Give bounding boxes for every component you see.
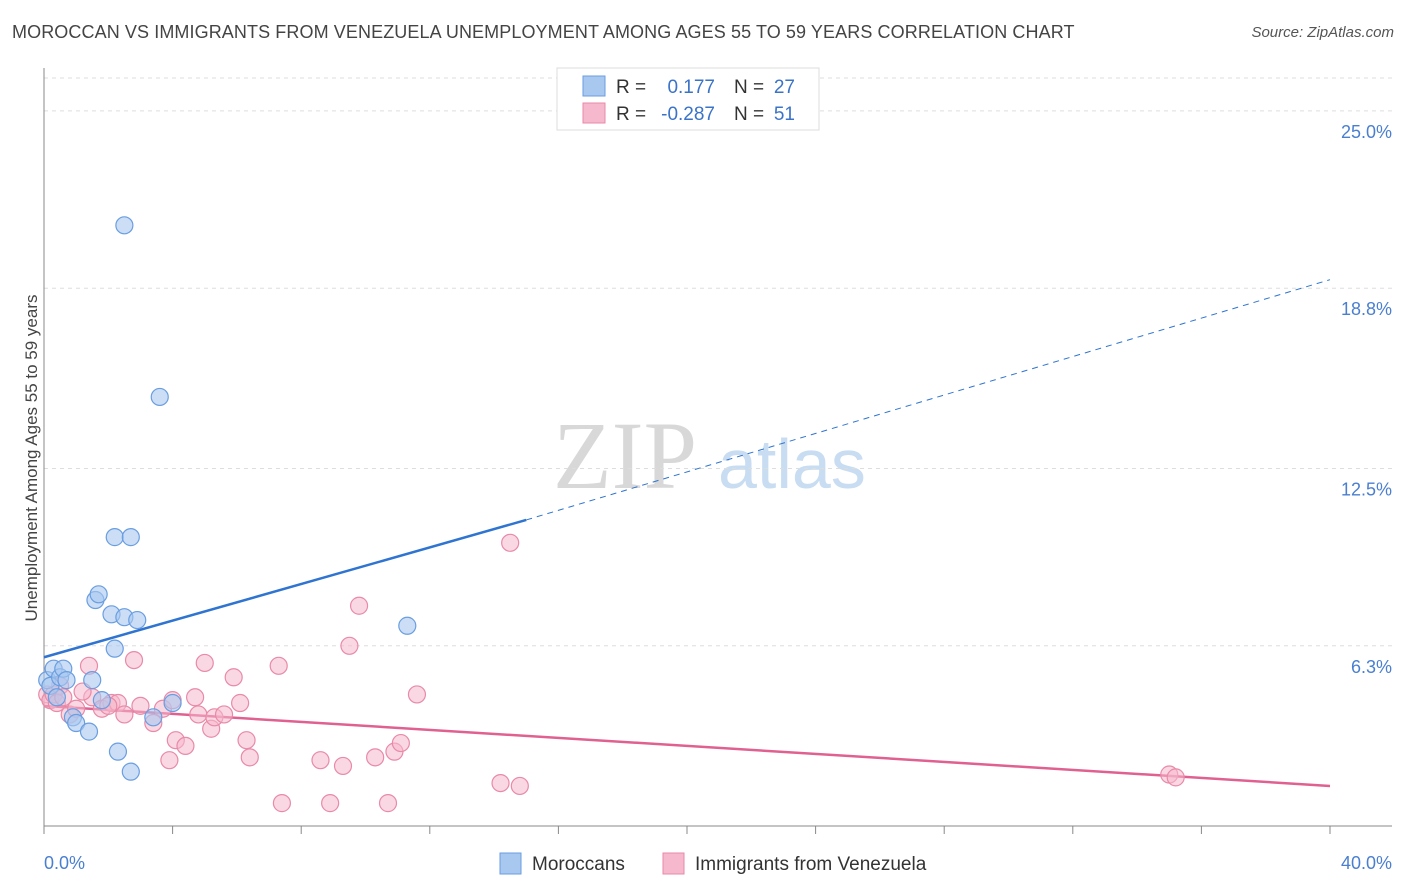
data-point-moroccans bbox=[79, 722, 99, 741]
grid-lines bbox=[44, 77, 1392, 647]
data-point-venezuela bbox=[237, 731, 256, 750]
legend-swatch-venezuela bbox=[582, 102, 606, 124]
legend-r-label-2: R = bbox=[616, 104, 646, 125]
data-point-venezuela bbox=[224, 668, 243, 687]
data-point-moroccans bbox=[150, 387, 169, 407]
data-point-venezuela bbox=[311, 751, 330, 770]
data-point-venezuela bbox=[160, 751, 179, 770]
legend-n-label-2: N = bbox=[734, 104, 764, 125]
data-point-venezuela bbox=[378, 794, 398, 813]
data-point-venezuela bbox=[501, 533, 520, 552]
data-point-venezuela bbox=[1166, 768, 1185, 787]
data-point-venezuela bbox=[189, 705, 208, 724]
chart-title: MOROCCAN VS IMMIGRANTS FROM VENEZUELA UN… bbox=[12, 22, 1075, 42]
legend-swatch-moroccans bbox=[582, 75, 606, 97]
watermark-atlas: atlas bbox=[718, 425, 866, 503]
source-label: Source: ZipAtlas.com bbox=[1251, 24, 1394, 41]
data-point-venezuela bbox=[333, 756, 353, 776]
data-point-venezuela bbox=[491, 773, 510, 793]
data-point-venezuela bbox=[269, 656, 288, 675]
y-tick-label: 6.3% bbox=[1351, 657, 1392, 677]
data-point-venezuela bbox=[366, 748, 385, 767]
legend-r-label-1: R = bbox=[616, 77, 646, 98]
data-point-venezuela bbox=[340, 636, 359, 655]
trend-line-venezuela bbox=[43, 704, 1331, 788]
legend-n-label-1: N = bbox=[734, 77, 764, 98]
series-moroccans-points bbox=[38, 216, 417, 781]
legend-n-value-2: 51 bbox=[774, 104, 795, 125]
correlation-legend: R = 0.177 N = 27 R = -0.287 N = 51 bbox=[556, 67, 820, 131]
y-tick-label: 12.5% bbox=[1341, 479, 1392, 499]
data-point-venezuela bbox=[349, 596, 369, 615]
trend-lines bbox=[43, 279, 1331, 788]
bottom-legend-swatch-venezuela bbox=[662, 852, 685, 875]
data-point-venezuela bbox=[195, 653, 214, 673]
data-point-venezuela bbox=[115, 705, 134, 724]
bottom-legend-label-venezuela: Immigrants from Venezuela bbox=[695, 854, 927, 875]
x-tick-label-max: 40.0% bbox=[1341, 853, 1392, 873]
x-tick-label-min: 0.0% bbox=[44, 853, 85, 873]
data-point-venezuela bbox=[391, 733, 410, 753]
data-point-moroccans bbox=[121, 762, 140, 781]
data-point-venezuela bbox=[231, 693, 250, 713]
y-tick-label: 18.8% bbox=[1341, 299, 1392, 319]
data-point-venezuela bbox=[131, 696, 150, 715]
data-point-moroccans bbox=[115, 216, 134, 235]
data-point-moroccans bbox=[89, 585, 108, 604]
data-point-venezuela bbox=[407, 685, 427, 704]
data-point-moroccans bbox=[105, 639, 124, 658]
data-point-venezuela bbox=[510, 776, 529, 796]
series-venezuela-points bbox=[38, 533, 1185, 813]
data-point-moroccans bbox=[67, 713, 86, 733]
data-point-venezuela bbox=[186, 688, 205, 707]
series-legend: Moroccans Immigrants from Venezuela bbox=[499, 852, 927, 875]
data-point-venezuela bbox=[214, 705, 234, 724]
trend-line-moroccans-projection bbox=[526, 279, 1331, 521]
trend-line-moroccans bbox=[43, 518, 527, 659]
data-point-venezuela bbox=[240, 748, 259, 767]
data-point-moroccans bbox=[144, 708, 163, 727]
legend-r-value-1: 0.177 bbox=[667, 77, 715, 98]
data-point-moroccans bbox=[47, 688, 66, 707]
data-point-moroccans bbox=[398, 616, 417, 635]
y-tick-labels: 6.3% 12.5% 18.8% 25.0% bbox=[1341, 122, 1392, 677]
data-point-moroccans bbox=[105, 528, 124, 547]
data-point-venezuela bbox=[124, 650, 144, 670]
bottom-legend-swatch-moroccans bbox=[499, 852, 522, 875]
x-axis-ticks bbox=[43, 826, 1331, 834]
data-point-venezuela bbox=[272, 794, 292, 813]
y-tick-label: 25.0% bbox=[1341, 122, 1392, 142]
data-point-moroccans bbox=[128, 610, 147, 630]
data-point-moroccans bbox=[83, 671, 102, 690]
bottom-legend-label-moroccans: Moroccans bbox=[532, 854, 625, 875]
watermark-zip: ZIP bbox=[553, 402, 697, 509]
data-point-venezuela bbox=[176, 736, 195, 756]
data-point-moroccans bbox=[108, 742, 128, 761]
y-axis-label: Unemployment Among Ages 55 to 59 years bbox=[22, 295, 41, 622]
legend-r-value-2: -0.287 bbox=[661, 104, 715, 125]
legend-n-value-1: 27 bbox=[774, 77, 795, 98]
data-point-venezuela bbox=[321, 794, 340, 813]
data-point-moroccans bbox=[57, 671, 76, 690]
data-point-moroccans bbox=[92, 691, 111, 710]
data-point-moroccans bbox=[163, 693, 182, 713]
data-point-moroccans bbox=[121, 528, 140, 547]
